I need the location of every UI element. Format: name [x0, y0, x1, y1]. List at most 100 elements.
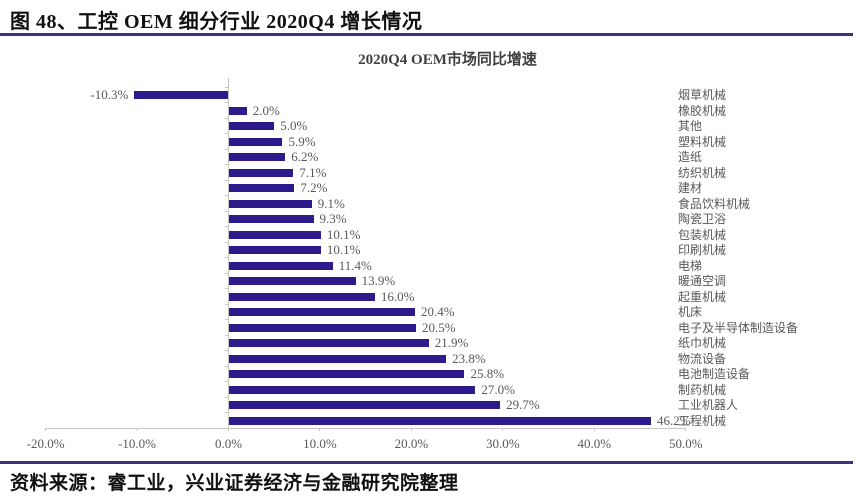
bar: [228, 215, 314, 223]
category-label: 纺织机械: [678, 165, 727, 180]
category-label: 机床: [678, 305, 703, 319]
bar: [228, 416, 651, 425]
y-axis-tick: [225, 381, 228, 383]
bar: [134, 91, 229, 99]
bar: [228, 323, 416, 332]
x-axis-tick-label: 10.0%: [303, 436, 337, 451]
bar-value-label: 7.2%: [300, 180, 328, 195]
y-axis-tick: [225, 164, 228, 166]
bar: [228, 153, 286, 161]
category-label: 电梯: [678, 258, 703, 273]
bar-chart-plot: -20.0% -10.0% 0.0% 10.0% 20.0% 30.0% 40.0% 50.0…: [26, 78, 799, 451]
category-label: 纸巾机械: [678, 336, 727, 350]
bar-value-label: 9.1%: [317, 195, 345, 211]
x-axis-line: [45, 427, 686, 429]
bar-value-label: 21.9%: [434, 335, 469, 350]
category-label: 工程机械: [678, 413, 727, 428]
category-label: 起重机械: [678, 289, 727, 304]
bar: [228, 199, 312, 208]
x-axis-tick: [45, 428, 47, 431]
bar: [228, 385, 476, 394]
x-axis-tick-label: -20.0%: [26, 436, 65, 451]
bar: [228, 184, 295, 192]
y-axis-tick: [225, 148, 228, 150]
y-axis-tick: [225, 319, 228, 321]
bar-value-label: 9.3%: [319, 211, 347, 226]
bar-value-label: 13.9%: [361, 273, 396, 288]
category-label: 橡胶机械: [678, 103, 727, 118]
figure-title: 图 48、工控 OEM 细分行业 2020Q4 增长情况: [10, 11, 423, 33]
bar-value-label: 25.8%: [470, 366, 505, 381]
y-axis-tick: [225, 102, 228, 104]
source-note: 资料来源：睿工业，兴业证券经济与金融研究院整理: [10, 473, 459, 494]
bar-value-label: 20.4%: [421, 304, 455, 319]
category-label: 电池制造设备: [678, 367, 751, 381]
bar: [228, 292, 375, 301]
bar-value-label: 29.7%: [506, 397, 540, 412]
category-label: 制药机械: [678, 382, 727, 397]
category-label: 物流设备: [678, 351, 727, 366]
bar: [228, 308, 416, 316]
bar-value-label: 11.4%: [338, 257, 372, 273]
bar: [228, 339, 429, 347]
bar: [228, 277, 356, 285]
x-axis-tick-label: 40.0%: [577, 436, 612, 451]
bar-value-label: -10.3%: [90, 87, 129, 102]
y-axis-tick: [225, 226, 228, 228]
bar-value-label: 20.5%: [421, 319, 456, 335]
y-axis-tick: [225, 272, 228, 274]
bar-value-label: 10.1%: [326, 226, 361, 242]
x-axis-tick: [593, 428, 595, 431]
bar-value-label: 7.1%: [299, 164, 327, 180]
bar-value-label: 46.2%: [656, 412, 691, 428]
y-axis-tick: [225, 303, 228, 305]
bar: [228, 401, 501, 409]
bar: [228, 137, 283, 146]
y-axis-tick: [225, 117, 228, 119]
title-separator-line: [0, 33, 853, 36]
x-axis-tick-label: -10.0%: [118, 436, 156, 451]
bar: [228, 370, 465, 378]
category-label: 食品饮料机械: [678, 196, 751, 211]
bar: [228, 168, 294, 177]
y-axis-tick: [225, 257, 228, 259]
y-axis-tick: [225, 396, 228, 398]
bar-value-label: 5.9%: [288, 133, 316, 149]
category-label: 其他: [678, 119, 703, 133]
y-axis-tick: [225, 365, 228, 367]
x-axis-tick: [410, 428, 412, 431]
x-axis-tick: [136, 428, 138, 431]
y-axis-tick: [225, 210, 228, 212]
category-label: 电子及半导体制造设备: [678, 320, 799, 335]
x-axis-tick-label: 50.0%: [668, 436, 703, 451]
y-axis-tick: [225, 133, 228, 135]
footer-separator-line: [0, 461, 853, 464]
bar: [228, 106, 247, 115]
category-label: 工业机器人: [678, 398, 739, 412]
bar: [228, 261, 333, 270]
x-axis-tick: [319, 428, 321, 431]
x-axis-tick: [502, 428, 504, 431]
x-axis-tick: [228, 428, 229, 431]
bar-value-label: 23.8%: [452, 350, 486, 366]
y-axis-tick: [225, 179, 228, 181]
y-axis-tick: [225, 350, 228, 352]
y-axis-tick: [225, 195, 228, 197]
x-axis-tick: [685, 428, 687, 431]
category-label: 烟草机械: [678, 88, 727, 102]
x-axis-tick-label: 30.0%: [486, 436, 520, 451]
x-axis-tick-label: 0.0%: [214, 436, 243, 451]
category-label: 建材: [678, 181, 703, 195]
bar-value-label: 2.0%: [252, 102, 280, 118]
bar-value-label: 5.0%: [280, 118, 308, 133]
bar: [228, 246, 321, 254]
bar-value-label: 16.0%: [380, 288, 415, 304]
category-label: 印刷机械: [678, 243, 727, 257]
bar-value-label: 10.1%: [326, 242, 361, 257]
bar: [228, 230, 321, 239]
bar: [228, 122, 275, 130]
category-label: 陶瓷卫浴: [678, 212, 727, 226]
category-label: 塑料机械: [678, 134, 727, 149]
category-label: 造纸: [678, 150, 703, 164]
